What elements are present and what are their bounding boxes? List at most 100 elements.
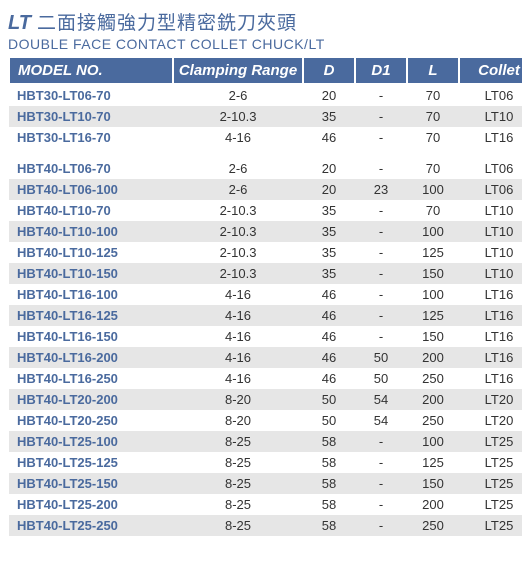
clamp-cell: 8-25 — [173, 473, 303, 494]
collet-cell: LT10 — [459, 242, 522, 263]
l-cell: 70 — [407, 200, 459, 221]
collet-cell: LT06 — [459, 179, 522, 200]
clamp-cell: 8-25 — [173, 431, 303, 452]
l-cell: 200 — [407, 347, 459, 368]
d1-cell: - — [355, 106, 407, 127]
d1-cell: 50 — [355, 347, 407, 368]
l-cell: 150 — [407, 473, 459, 494]
collet-cell: LT16 — [459, 127, 522, 148]
col-model: MODEL NO. — [9, 57, 173, 84]
d1-cell: - — [355, 515, 407, 536]
d1-cell: - — [355, 221, 407, 242]
l-cell: 125 — [407, 242, 459, 263]
collet-cell: LT25 — [459, 515, 522, 536]
clamp-cell: 8-20 — [173, 389, 303, 410]
col-clamp: Clamping Range — [173, 57, 303, 84]
col-collet: Collet — [459, 57, 522, 84]
clamp-cell: 2-6 — [173, 158, 303, 179]
clamp-cell: 2-10.3 — [173, 221, 303, 242]
table-row: HBT40-LT06-1002-62023100LT06 — [9, 179, 522, 200]
table-row: HBT40-LT10-1002-10.335-100LT10 — [9, 221, 522, 242]
d-cell: 46 — [303, 305, 355, 326]
d1-cell: 54 — [355, 389, 407, 410]
spec-table: MODEL NO. Clamping Range D D1 L Collet H… — [8, 56, 522, 536]
table-row: HBT40-LT16-2004-164650200LT16 — [9, 347, 522, 368]
clamp-cell: 8-20 — [173, 410, 303, 431]
l-cell: 100 — [407, 221, 459, 242]
model: HBT40-LT10-100 — [9, 221, 173, 242]
collet-cell: LT16 — [459, 326, 522, 347]
d-cell: 58 — [303, 431, 355, 452]
collet-cell: LT10 — [459, 200, 522, 221]
model: HBT30-LT06-70 — [9, 84, 173, 106]
title-english: DOUBLE FACE CONTACT COLLET CHUCK/LT — [8, 36, 514, 52]
l-cell: 200 — [407, 494, 459, 515]
model: HBT40-LT20-250 — [9, 410, 173, 431]
collet-cell: LT10 — [459, 263, 522, 284]
collet-cell: LT10 — [459, 106, 522, 127]
d-cell: 46 — [303, 326, 355, 347]
table-row: HBT40-LT16-2504-164650250LT16 — [9, 368, 522, 389]
model: HBT40-LT25-150 — [9, 473, 173, 494]
gap-row — [9, 148, 522, 158]
table-row: HBT40-LT20-2508-205054250LT20 — [9, 410, 522, 431]
d-cell: 20 — [303, 158, 355, 179]
title-chinese: 二面接觸強力型精密銑刀夾頭 — [37, 8, 297, 35]
table-row: HBT40-LT10-1502-10.335-150LT10 — [9, 263, 522, 284]
model: HBT40-LT16-125 — [9, 305, 173, 326]
model: HBT30-LT10-70 — [9, 106, 173, 127]
collet-cell: LT16 — [459, 347, 522, 368]
d1-cell: 23 — [355, 179, 407, 200]
l-cell: 70 — [407, 127, 459, 148]
table-row: HBT40-LT06-702-620-70LT06 — [9, 158, 522, 179]
collet-cell: LT25 — [459, 473, 522, 494]
col-d: D — [303, 57, 355, 84]
d1-cell: - — [355, 158, 407, 179]
d1-cell: - — [355, 263, 407, 284]
d-cell: 46 — [303, 284, 355, 305]
d-cell: 58 — [303, 494, 355, 515]
l-cell: 150 — [407, 326, 459, 347]
clamp-cell: 2-6 — [173, 179, 303, 200]
clamp-cell: 4-16 — [173, 368, 303, 389]
d1-cell: - — [355, 84, 407, 106]
d-cell: 35 — [303, 200, 355, 221]
l-cell: 70 — [407, 158, 459, 179]
table-row: HBT40-LT16-1254-1646-125LT16 — [9, 305, 522, 326]
d1-cell: 54 — [355, 410, 407, 431]
model: HBT40-LT06-100 — [9, 179, 173, 200]
collet-cell: LT10 — [459, 221, 522, 242]
clamp-cell: 2-10.3 — [173, 106, 303, 127]
d-cell: 46 — [303, 368, 355, 389]
gap-cell — [9, 148, 522, 158]
header-row: MODEL NO. Clamping Range D D1 L Collet — [9, 57, 522, 84]
model: HBT40-LT25-250 — [9, 515, 173, 536]
d-cell: 35 — [303, 242, 355, 263]
l-cell: 100 — [407, 431, 459, 452]
d-cell: 20 — [303, 179, 355, 200]
model: HBT30-LT16-70 — [9, 127, 173, 148]
collet-cell: LT06 — [459, 84, 522, 106]
model: HBT40-LT16-200 — [9, 347, 173, 368]
table-row: HBT40-LT20-2008-205054200LT20 — [9, 389, 522, 410]
table-body: HBT30-LT06-702-620-70LT06HBT30-LT10-702-… — [9, 84, 522, 536]
col-d1: D1 — [355, 57, 407, 84]
table-row: HBT40-LT16-1504-1646-150LT16 — [9, 326, 522, 347]
d1-cell: - — [355, 326, 407, 347]
l-cell: 250 — [407, 410, 459, 431]
d-cell: 46 — [303, 347, 355, 368]
d-cell: 58 — [303, 515, 355, 536]
model: HBT40-LT20-200 — [9, 389, 173, 410]
d1-cell: - — [355, 200, 407, 221]
table-row: HBT40-LT10-1252-10.335-125LT10 — [9, 242, 522, 263]
l-cell: 250 — [407, 368, 459, 389]
model: HBT40-LT16-100 — [9, 284, 173, 305]
collet-cell: LT20 — [459, 389, 522, 410]
clamp-cell: 8-25 — [173, 515, 303, 536]
collet-cell: LT16 — [459, 368, 522, 389]
table-row: HBT40-LT16-1004-1646-100LT16 — [9, 284, 522, 305]
l-cell: 125 — [407, 452, 459, 473]
title-row: LT 二面接觸強力型精密銑刀夾頭 — [8, 8, 514, 35]
clamp-cell: 8-25 — [173, 494, 303, 515]
table-row: HBT40-LT10-702-10.335-70LT10 — [9, 200, 522, 221]
